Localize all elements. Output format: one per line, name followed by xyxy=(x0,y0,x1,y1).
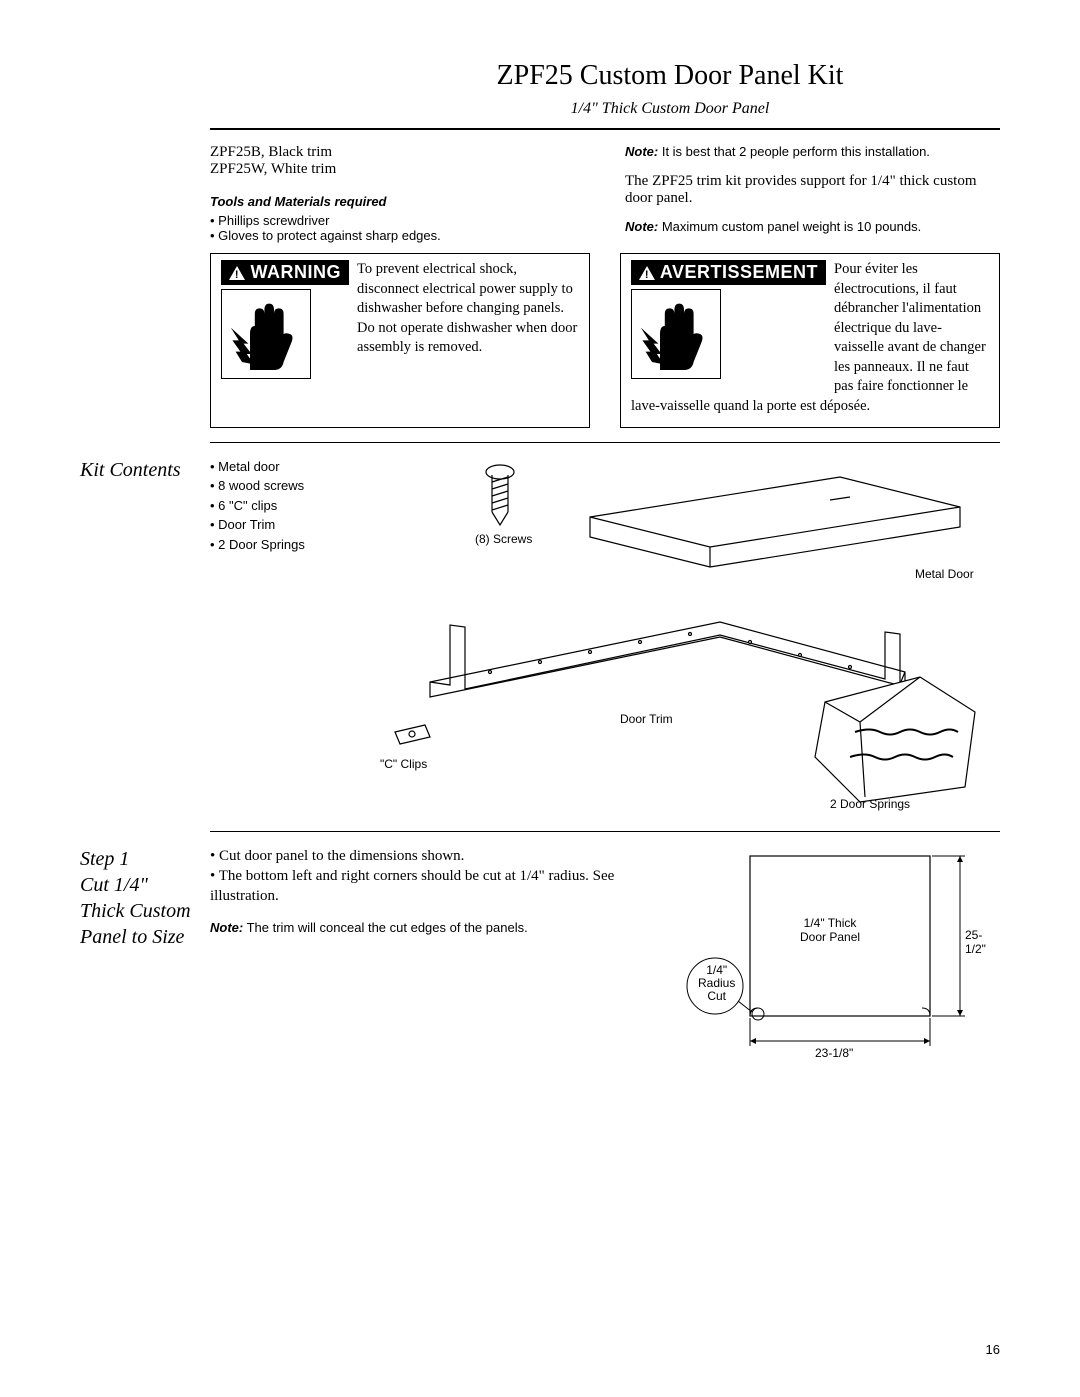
note-label: Note: xyxy=(625,219,658,234)
intro-left: ZPF25B, Black trim ZPF25W, White trim To… xyxy=(210,144,585,243)
height-label: 25-1/2" xyxy=(965,928,1000,956)
page-subtitle: 1/4" Thick Custom Door Panel xyxy=(340,100,1000,118)
metal-door-label: Metal Door xyxy=(915,567,974,581)
warning-triangle-icon: ! xyxy=(639,266,655,280)
kit-item: 8 wood screws xyxy=(210,476,360,496)
kit-list: Metal door 8 wood screws 6 "C" clips Doo… xyxy=(210,457,360,817)
warning-box-fr: ! AVERTISSEMENT Pour éviter les électroc… xyxy=(620,253,1000,428)
note-label: Note: xyxy=(625,144,658,159)
step1-section: Step 1 Cut 1/4" Thick Custom Panel to Si… xyxy=(80,846,1000,1066)
note-text: Maximum custom panel weight is 10 pounds… xyxy=(658,219,921,234)
warning-box-en: ! WARNING To prevent electrical shock, d… xyxy=(210,253,590,428)
warning-header-fr: ! AVERTISSEMENT xyxy=(631,260,826,285)
note-label: Note: xyxy=(210,920,243,935)
springs-label: 2 Door Springs xyxy=(830,797,910,811)
shock-hand-icon xyxy=(631,289,721,379)
intro-columns: ZPF25B, Black trim ZPF25W, White trim To… xyxy=(210,144,1000,243)
note-text: It is best that 2 people perform this in… xyxy=(658,144,930,159)
step1-bullet: Cut door panel to the dimensions shown. xyxy=(210,846,650,866)
kit-item: Metal door xyxy=(210,457,360,477)
svg-text:!: ! xyxy=(235,269,239,280)
tools-item: Phillips screwdriver xyxy=(210,213,585,228)
kit-item: Door Trim xyxy=(210,515,360,535)
c-clips-label: "C" Clips xyxy=(380,757,427,771)
rule-mid2 xyxy=(210,831,1000,832)
page-title: ZPF25 Custom Door Panel Kit xyxy=(340,60,1000,92)
kit-item: 6 "C" clips xyxy=(210,496,360,516)
warning-triangle-icon: ! xyxy=(229,266,245,280)
screws-label: (8) Screws xyxy=(475,532,532,546)
step1-bullet: The bottom left and right corners should… xyxy=(210,866,650,907)
warning-header-en: ! WARNING xyxy=(221,260,349,285)
warning-text-en: To prevent electrical shock, disconnect … xyxy=(357,261,577,355)
tools-list: Phillips screwdriver Gloves to protect a… xyxy=(210,213,585,243)
shock-hand-icon xyxy=(221,289,311,379)
radius-label: 1/4" Radius Cut xyxy=(698,964,735,1004)
width-label: 23-1/8" xyxy=(815,1046,853,1060)
dimension-diagram: 1/4" Thick Door Panel 1/4" Radius Cut 23… xyxy=(670,846,1000,1066)
kit-heading: Kit Contents xyxy=(80,457,210,817)
kit-diagram: (8) Screws Metal Door Door Trim "C" Clip… xyxy=(360,457,1000,817)
rule-mid1 xyxy=(210,442,1000,443)
model-black: ZPF25B, Black trim xyxy=(210,144,585,161)
step1-heading: Step 1 Cut 1/4" Thick Custom Panel to Si… xyxy=(80,846,210,1066)
intro-desc: The ZPF25 trim kit provides support for … xyxy=(625,173,1000,207)
rule-top xyxy=(210,128,1000,130)
warning-row: ! WARNING To prevent electrical shock, d… xyxy=(210,253,1000,428)
note-text: The trim will conceal the cut edges of t… xyxy=(243,920,527,935)
tools-header: Tools and Materials required xyxy=(210,194,585,209)
model-white: ZPF25W, White trim xyxy=(210,161,585,178)
kit-item: 2 Door Springs xyxy=(210,535,360,555)
page-number: 16 xyxy=(986,1342,1000,1357)
kit-section: Kit Contents Metal door 8 wood screws 6 … xyxy=(80,457,1000,817)
svg-text:!: ! xyxy=(645,269,649,280)
step1-list: Cut door panel to the dimensions shown. … xyxy=(210,846,650,907)
kit-diagram-svg xyxy=(360,457,980,817)
door-trim-label: Door Trim xyxy=(620,712,673,726)
intro-right: Note: It is best that 2 people perform t… xyxy=(625,144,1000,243)
tools-item: Gloves to protect against sharp edges. xyxy=(210,228,585,243)
panel-label: 1/4" Thick Door Panel xyxy=(800,916,860,944)
dimension-svg xyxy=(670,846,1000,1066)
